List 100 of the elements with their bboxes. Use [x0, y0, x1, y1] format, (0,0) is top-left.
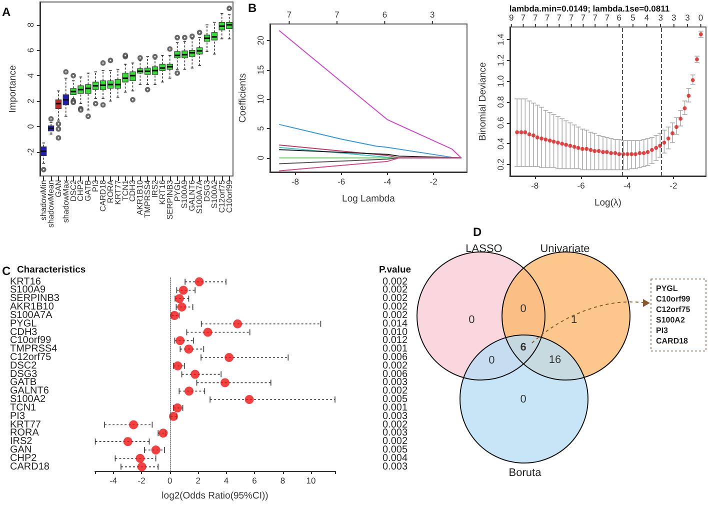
text: 4: [644, 12, 650, 22]
text: 0.002: [382, 360, 408, 372]
point: [184, 344, 194, 354]
text: 5: [630, 12, 636, 22]
y-tick-label: 1.0: [495, 75, 506, 88]
y-tick-label: 6: [25, 48, 36, 53]
x-tick-label: S100A9: [180, 179, 190, 208]
point: [523, 130, 528, 134]
x-tick-label: DSC2: [68, 179, 78, 202]
point: [592, 148, 597, 153]
x-tick-label: DSG3: [202, 179, 212, 202]
point: [178, 286, 188, 295]
point: [678, 116, 683, 121]
point: [686, 94, 691, 98]
x-tick-label: CDH3: [128, 179, 138, 202]
category-label: Boruta: [508, 467, 542, 479]
x-tick-label: CHP2: [76, 179, 86, 202]
point: [596, 148, 601, 153]
point: [666, 136, 670, 140]
x-tick-label: CARD18: [98, 179, 108, 212]
y-tick-label: S100A7A: [10, 310, 53, 321]
y-axis-title: Binomial Deviance: [478, 62, 488, 141]
x-axis-title: Log Lambda: [342, 194, 396, 204]
point: [527, 132, 532, 136]
point: [123, 437, 132, 446]
point: [650, 148, 654, 152]
text: 0.003: [382, 461, 408, 472]
text: 7: [556, 12, 562, 22]
point: [190, 370, 200, 379]
x-tick-label: -4: [623, 180, 632, 190]
x-tick-label: 0: [167, 476, 172, 486]
line-series: [278, 30, 462, 158]
y-tick-label: CARD18: [10, 461, 50, 472]
line-series: [278, 124, 462, 158]
point: [580, 146, 584, 151]
x-tick-label: -8: [291, 176, 300, 186]
point: [220, 378, 230, 388]
x-tick-label: -8: [531, 180, 539, 190]
point: [244, 395, 254, 404]
y-tick-label: -2: [25, 148, 36, 156]
text: 3: [672, 12, 677, 22]
y-tick-label: PI3: [10, 410, 26, 422]
point: [638, 151, 642, 156]
point: [670, 131, 675, 136]
x-tick-label: PI3: [91, 179, 100, 192]
x-axis-title: log2(Odds Ratio(95%CI)): [162, 490, 268, 502]
y-tick-label: CHP2: [10, 452, 38, 464]
point: [129, 420, 138, 430]
point: [662, 140, 666, 145]
point: [588, 148, 593, 152]
x-tick-label: -2: [138, 476, 146, 486]
point: [625, 152, 630, 156]
text: PYGL C10orf99 C12orf75 S100A2 PI3 CARD18: [656, 284, 691, 346]
y-tick-label: 0: [255, 155, 266, 160]
point: [544, 138, 548, 142]
x-tick-label: C12orf75: [217, 179, 226, 213]
point: [151, 445, 160, 454]
point: [224, 352, 234, 362]
text: 0: [520, 303, 526, 315]
y-tick-label: 0.4: [495, 138, 506, 150]
text: 1: [570, 314, 578, 326]
text: 3: [430, 10, 436, 20]
x-tick-label: C10orf99: [224, 179, 234, 213]
point: [233, 319, 242, 328]
y-tick-label: GAN: [10, 444, 32, 456]
chart-title: B: [248, 1, 257, 15]
chart-title: C: [2, 264, 11, 278]
category-label: Univariate: [540, 243, 590, 255]
point: [535, 135, 540, 140]
point: [609, 151, 614, 156]
point: [552, 140, 556, 144]
point: [654, 146, 658, 150]
text: 6: [616, 12, 622, 22]
text: 0.003: [382, 410, 408, 422]
text: 7: [286, 10, 292, 20]
point: [560, 142, 564, 146]
y-tick-label: DSC2: [10, 360, 38, 372]
x-tick-label: -6: [338, 176, 346, 186]
point: [568, 144, 572, 148]
point: [617, 152, 622, 156]
point: [203, 328, 212, 337]
text: 6: [382, 10, 388, 20]
point: [548, 138, 552, 143]
point: [600, 150, 605, 154]
x-tick-label: AKR1B10: [136, 179, 145, 216]
x-tick-label: -6: [577, 180, 586, 190]
chart-title: A: [2, 5, 11, 19]
text: 3: [685, 12, 690, 22]
point: [184, 386, 194, 396]
point: [674, 125, 678, 130]
y-tick-label: 10: [255, 94, 266, 104]
text: 0.006: [382, 352, 408, 363]
point: [137, 462, 146, 472]
x-tick-label: -4: [384, 176, 392, 186]
point: [176, 336, 185, 346]
point: [613, 151, 618, 156]
point: [630, 152, 634, 156]
y-axis-title: Importance: [8, 65, 18, 113]
point: [531, 133, 536, 138]
x-tick-label: TCN1: [120, 179, 130, 201]
